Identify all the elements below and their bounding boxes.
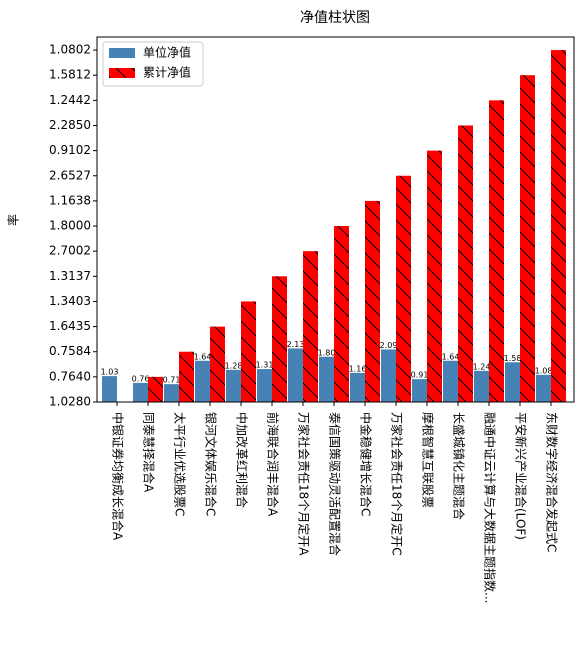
bar (381, 349, 396, 402)
x-tick-label: 东财数字经济混合发起式C (545, 412, 560, 552)
y-tick-label: 2.6527 (49, 168, 91, 182)
y-axis-label: 率 (6, 214, 21, 226)
value-label: 1.03 (101, 368, 119, 377)
y-tick-label: 2.2850 (49, 118, 91, 132)
bar (412, 379, 427, 402)
bar (505, 362, 520, 402)
y-tick-label: 1.8000 (49, 219, 91, 233)
bar (257, 369, 272, 402)
legend-label: 单位净值 (143, 45, 191, 60)
y-tick-label: 1.3137 (49, 269, 91, 283)
bar-hatch (427, 150, 442, 402)
y-tick-label: 0.7640 (49, 369, 91, 383)
x-tick-label: 泰信国策驱动灵活配置混合 (328, 412, 343, 556)
legend-label: 累计净值 (143, 65, 191, 80)
bar (164, 384, 179, 402)
x-tick-label: 万家社会责任18个月定开C (390, 412, 405, 556)
bar (443, 360, 458, 402)
x-tick-label: 同泰慧择混合A (142, 412, 157, 493)
y-tick-label: 0.7584 (49, 344, 91, 358)
x-tick-label: 中银证券均衡成长混合A (111, 412, 126, 541)
value-label: 1.16 (349, 364, 367, 373)
value-label: 1.24 (473, 362, 491, 371)
chart-title: 净值柱状图 (300, 10, 370, 26)
bar-hatch (458, 125, 473, 402)
bar-hatch (520, 75, 535, 403)
x-tick-label: 银河文体娱乐混合C (204, 412, 219, 516)
bar (133, 382, 148, 402)
bar (350, 372, 365, 402)
value-label: 1.64 (194, 352, 212, 361)
x-tick-label: 太平行业优选股票C (173, 412, 188, 516)
y-tick-label: 2.7002 (49, 244, 91, 258)
value-label: 1.28 (225, 361, 243, 370)
x-tick-label: 中金稳健增长混合C (359, 412, 374, 516)
y-tick-label: 1.1638 (49, 193, 91, 207)
x-tick-label: 前海联合润丰混合A (266, 412, 281, 517)
value-label: 0.91 (411, 371, 429, 380)
value-label: 0.71 (163, 376, 181, 385)
y-tick-label: 0.9102 (49, 143, 91, 157)
bar-hatch (241, 301, 256, 402)
legend-swatch (109, 48, 135, 58)
legend-hatch (109, 68, 135, 78)
value-label: 2.09 (380, 341, 398, 350)
bar-hatch (551, 50, 566, 402)
bar-hatch (179, 351, 194, 402)
x-tick-label: 万家社会责任18个月定开A (297, 412, 312, 556)
bar (474, 370, 489, 402)
x-tick-label: 融通中证云计算与大数据主题指数... (483, 412, 498, 603)
value-label: 1.64 (442, 352, 460, 361)
value-label: 1.08 (535, 366, 553, 375)
bar (319, 356, 334, 402)
bar-hatch (272, 276, 287, 402)
bar-hatch (148, 376, 163, 402)
y-tick-label: 1.0802 (49, 43, 91, 57)
y-tick-label: 1.6435 (49, 319, 91, 333)
bar-hatch (396, 175, 411, 402)
value-label: 2.13 (287, 340, 305, 349)
x-tick-label: 中加改革红利混合 (235, 412, 250, 508)
y-tick-label: 1.0280 (49, 395, 91, 409)
bar-hatch (365, 200, 380, 402)
bar-hatch (334, 226, 349, 402)
x-tick-label: 摩根智慧互联股票 (421, 412, 436, 508)
x-tick-label: 长盛城镇化主题混合 (452, 412, 467, 520)
y-tick-label: 1.2442 (49, 93, 91, 107)
bar (226, 369, 241, 402)
bar (195, 360, 210, 402)
bar (102, 376, 117, 402)
y-tick-label: 1.3403 (49, 294, 91, 308)
x-tick-label: 平安新兴产业混合(LOF) (514, 412, 529, 540)
y-tick-label: 1.5812 (49, 68, 91, 82)
bar-hatch (489, 100, 504, 402)
value-label: 1.31 (256, 361, 274, 370)
value-label: 1.58 (504, 354, 522, 363)
value-label: 1.80 (318, 348, 336, 357)
bar-hatch (210, 326, 225, 402)
value-label: 0.76 (132, 374, 150, 383)
plot-frame (96, 36, 575, 403)
bar-hatch (303, 251, 318, 402)
bar (288, 348, 303, 402)
bar (536, 374, 551, 402)
